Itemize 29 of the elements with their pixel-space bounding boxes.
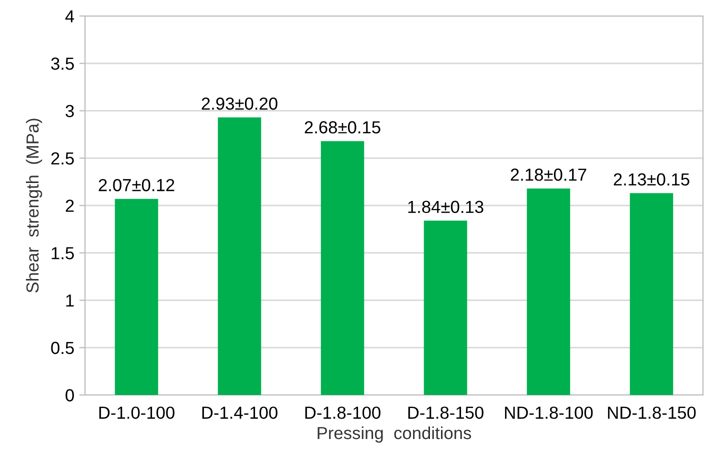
data-label: 2.18±0.17 (510, 168, 586, 181)
y-axis-title: Shear strength (MPa) (26, 118, 42, 293)
y-tick-label: 0 (66, 389, 74, 402)
bar (218, 117, 262, 395)
y-tick-label: 0.5 (51, 342, 74, 354)
y-tick-label: 1 (66, 294, 74, 307)
x-tick-label: ND-1.8-150 (608, 406, 696, 419)
x-tick-label: D-1.8-150 (408, 406, 484, 419)
data-label: 1.84±0.13 (408, 200, 484, 214)
x-tick-label: D-1.0-100 (99, 406, 174, 419)
x-tick-label: ND-1.8-100 (505, 406, 593, 419)
y-tick-label: 3 (66, 104, 74, 118)
y-tick-label: 2.5 (51, 152, 74, 165)
bar (630, 193, 674, 395)
x-axis-title: Pressing conditions (318, 426, 472, 443)
bar (114, 198, 158, 395)
y-tick-label: 2 (66, 200, 74, 212)
bar (320, 141, 364, 395)
data-label: 2.13±0.15 (614, 173, 690, 186)
y-tick-label: 1.5 (52, 247, 74, 260)
y-tick-label: 4 (65, 10, 74, 22)
x-tick-label: D-1.4-100 (202, 406, 278, 419)
data-label: 2.93±0.20 (202, 97, 278, 110)
data-label: 2.07±0.12 (98, 178, 174, 192)
x-tick-label: D-1.8-100 (305, 406, 380, 419)
bar (424, 220, 468, 395)
data-label: 2.68±0.15 (304, 121, 380, 134)
bar (526, 188, 570, 395)
y-tick-label: 3.5 (51, 58, 74, 70)
